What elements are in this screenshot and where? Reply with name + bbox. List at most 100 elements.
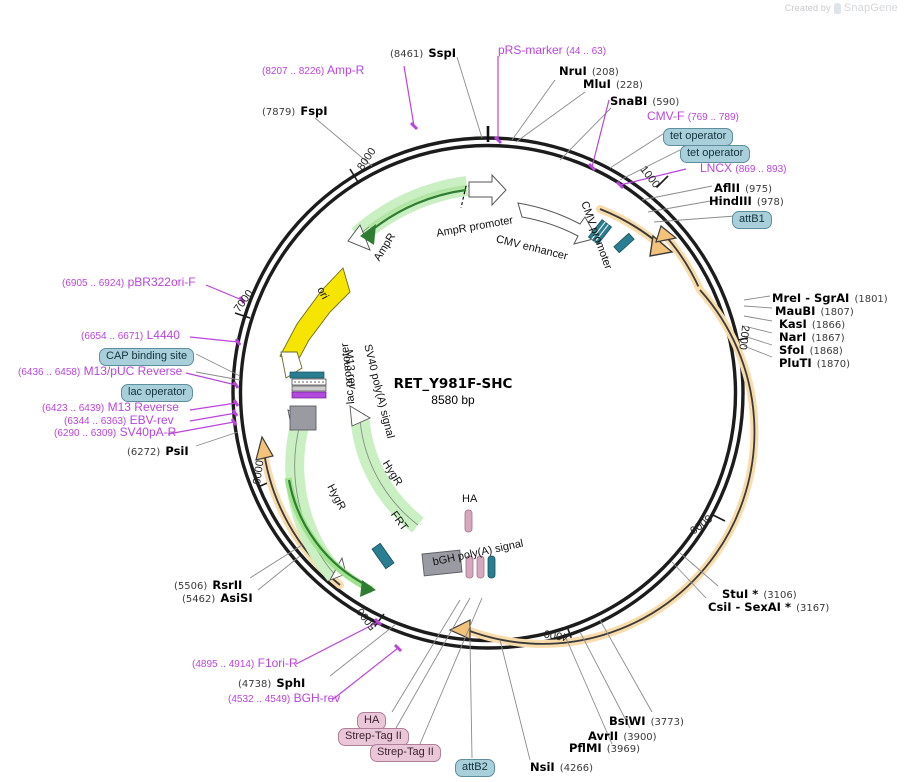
primer-name: M13/pUC Reverse [83,364,183,378]
enzyme-name: MluI [583,77,611,91]
enzyme-name: SfoI [779,343,805,357]
enzyme-name: KasI [779,317,807,331]
primer-label-lncx: LNCX (869 .. 893) [700,162,787,175]
primer-label-f1ori-r: (4895 .. 4914) F1ori-R [192,657,298,670]
primer-name: pBR322ori-F [127,275,196,289]
plasmid-size: 8580 bp [431,393,475,407]
enzyme-position: (228) [615,80,643,91]
enzyme-label-sfoi: SfoI (1868) [779,341,843,357]
primer-label-prs-marker: pRS-marker (44 .. 63) [498,44,606,57]
enzyme-label-kasi: KasI (1866) [779,315,845,331]
primer-range: (6436 .. 6458) [18,367,81,378]
enzyme-name: NarI [779,330,807,344]
enzyme-label-rsrii: (5506) RsrII [174,576,242,592]
enzyme-name: AsiSI [220,591,253,605]
snapgene-watermark: Created by SnapGene [785,2,898,14]
enzyme-label-nrui: NruI (208) [559,62,619,78]
chip-attb2: attB2 [455,757,495,777]
enzyme-position: (4738) [238,679,272,690]
enzyme-position: (975) [745,184,772,195]
feature-arc-hygr-upper [349,405,424,533]
chip-ha: HA [357,710,387,730]
enzyme-position: (5506) [174,581,208,592]
primer-name: L4440 [146,328,180,342]
enzyme-label-nsii: NsiI (4266) [530,758,593,774]
primer-range: (4895 .. 4914) [192,659,255,670]
enzyme-label-hindiii: HindIII (978) [709,192,784,208]
enzyme-name: StuI * [722,587,759,601]
enzyme-position: (1866) [811,320,846,331]
enzyme-position: (3773) [650,717,684,728]
feature-arc-ori [279,267,351,379]
enzyme-position: (5462) [182,594,216,605]
snapgene-logo-icon [833,2,841,14]
feature-arc-orf-outer [596,205,674,257]
primer-label-sv40pa-r: (6290 .. 6309) SV40pA-R [54,426,176,439]
enzyme-name: RsrII [212,578,243,592]
primer-name: EBV-rev [129,413,174,427]
enzyme-label-stui: StuI * (3106) [722,585,797,601]
feature-label-ha-map: HA [462,493,478,505]
primer-label-l4440: (6654 .. 6671) L4440 [81,329,180,342]
chip-label: tet operator [680,145,751,163]
enzyme-name: PluTI [779,356,812,370]
primer-name: pRS-marker [498,43,563,57]
feature-arc-cmv-enhancer [517,202,598,245]
chip-label: attB2 [455,759,495,777]
enzyme-label-nari: NarI (1867) [779,328,845,344]
primer-leader-lines [167,56,687,701]
enzyme-name: HindIII [709,194,752,208]
enzyme-label-snabi: SnaBI (590) [610,92,679,108]
primer-name: SV40pA-R [119,425,177,439]
feature-marker-ha [464,509,473,533]
enzyme-label-pflmi: PflMI (3969) [569,739,640,755]
enzyme-position: (7879) [262,107,296,118]
enzyme-position: (3969) [606,744,641,755]
primer-range: (6423 .. 6439) [42,403,105,414]
primer-range: (8207 .. 8226) [262,66,325,77]
enzyme-position: (978) [756,197,784,208]
primer-name: F1ori-R [257,656,298,670]
primer-name: Amp-R [326,63,365,77]
watermark-brand: SnapGene [843,2,898,14]
chip-cap-binding-site: CAP binding site [99,346,195,366]
enzyme-label-mrei-sgrai: MreI - SgrAI (1801) [772,289,888,305]
primer-name: CMV-F [647,109,685,123]
chip-label: lac operator [121,384,194,402]
enzyme-label-fspi: (7879) FspI [262,102,328,118]
enzyme-name: FspI [300,104,328,118]
enzyme-name: AvrII [588,729,619,743]
enzyme-name: PflMI [569,741,602,755]
chip-label: Strep-Tag II [370,744,441,762]
watermark-prefix: Created by [784,3,831,13]
primer-name: LNCX [700,161,733,175]
enzyme-label-avrii: AvrII (3900) [588,727,657,743]
primer-label-bgh-rev: (4532 .. 4549) BGH-rev [228,692,340,705]
primer-name: BGH-rev [293,691,341,705]
enzyme-name: SphI [276,676,306,690]
enzyme-name: SspI [428,46,456,60]
feature-arc-orf-main [448,224,759,648]
feature-arc-ampr [347,176,469,251]
enzyme-label-sspi: (8461) SspI [390,44,456,60]
enzyme-position: (3167) [796,603,830,614]
chip-attb1: attB1 [732,209,772,229]
enzyme-label-maubi: MauBI (1807) [775,302,854,318]
primer-label-cmv-f: CMV-F (769 .. 789) [647,110,739,123]
enzyme-name: NsiI [530,760,555,774]
primer-range: (6905 .. 6924) [62,278,125,289]
feature-marker-bgh-polya [421,549,496,579]
enzyme-label-sphi: (4738) SphI [238,674,305,690]
primer-label-pbr322ori-f: (6905 .. 6924) pBR322ori-F [62,276,196,289]
enzyme-name: BsiWI [609,714,646,728]
enzyme-position: (1807) [820,307,854,318]
enzyme-name: AflII [714,181,740,195]
primer-label-m13-puc-reverse: (6436 .. 6458) M13/pUC Reverse [18,365,182,378]
primer-range: (6654 .. 6671) [81,331,144,342]
primer-range: (4532 .. 4549) [228,694,291,705]
chip-label: attB1 [732,211,772,229]
chip-strep-tag-ii-2: Strep-Tag II [370,742,441,762]
chip-tet-operator-2: tet operator [680,143,751,163]
enzyme-label-mlui: MluI (228) [583,75,643,91]
